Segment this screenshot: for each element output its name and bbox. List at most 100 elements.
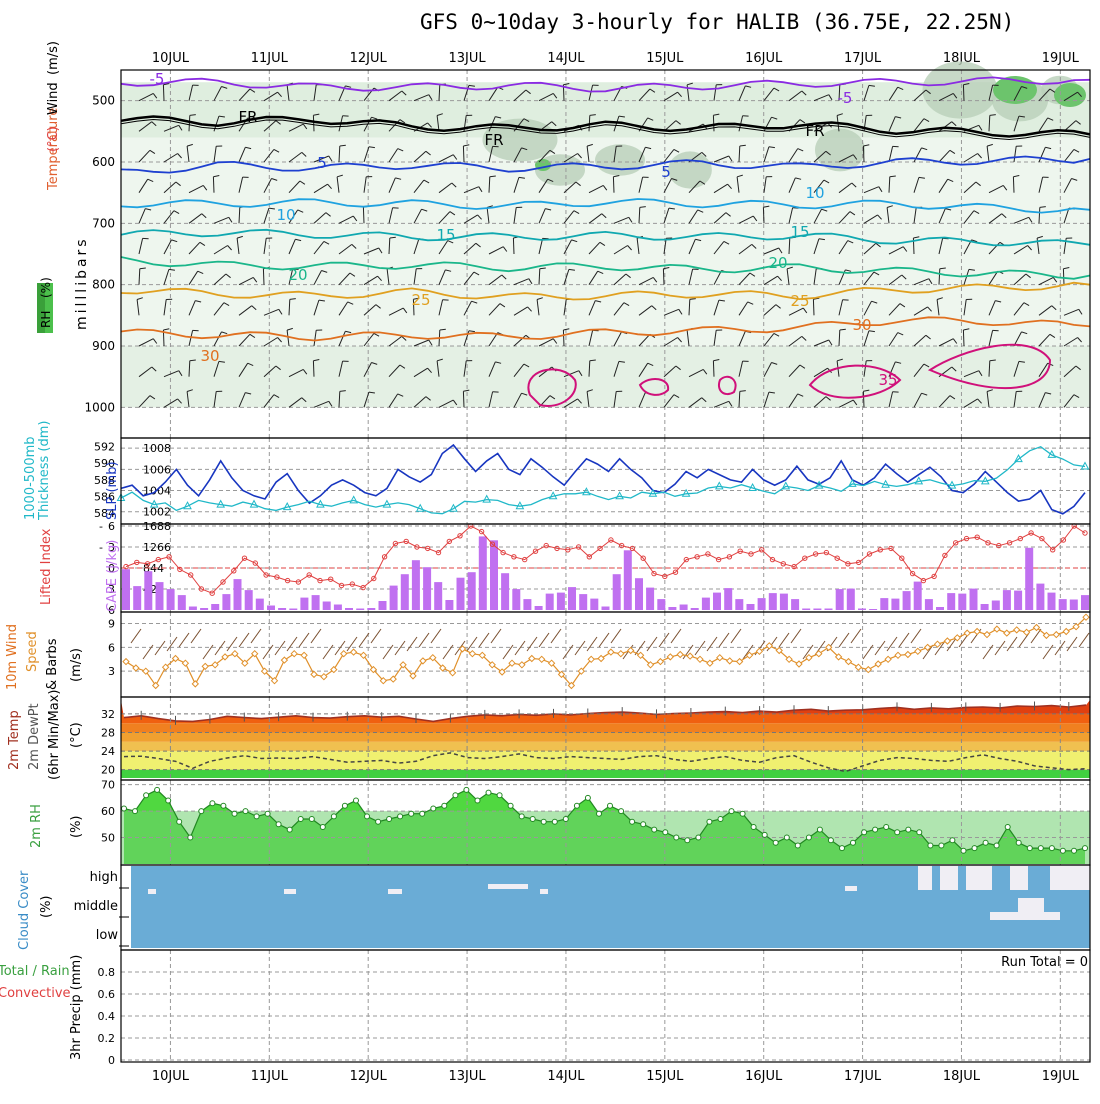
cloud-gap-mid: [1018, 898, 1044, 912]
wind10m-marker: [192, 681, 198, 687]
rh-marker: [188, 835, 193, 840]
rh-marker: [685, 838, 690, 843]
isotherm-label: 25: [790, 292, 809, 310]
rh-marker: [420, 811, 425, 816]
wind10m-barb: [227, 637, 237, 651]
rh-marker: [630, 819, 635, 824]
cloud-gap: [845, 886, 857, 891]
wind10m-marker: [846, 659, 852, 665]
cape-bar: [401, 574, 409, 610]
isotherm-label: FR: [805, 122, 824, 140]
wind-label: Wind: [46, 82, 61, 115]
wind-barb: [313, 361, 314, 377]
cloud-gap: [540, 889, 548, 894]
wind10m-marker: [519, 662, 525, 668]
wind10m-marker: [667, 654, 673, 660]
cape-bar: [602, 607, 610, 611]
thickness-marker: [716, 482, 723, 489]
isotherm-label: -5: [150, 70, 165, 88]
cape-bar: [278, 608, 286, 610]
date-label-bottom: 16JUL: [745, 1069, 783, 1084]
cape-bar: [445, 600, 453, 610]
cape-bar: [769, 593, 777, 610]
ytick-label: 1000: [84, 400, 115, 414]
cape-bar: [568, 587, 576, 610]
cape-bar: [546, 594, 554, 610]
cape-bar: [267, 606, 275, 611]
wind10m-marker: [915, 648, 921, 654]
cape-bar: [1048, 593, 1056, 610]
rh-unit: (%): [39, 277, 53, 298]
cape-bar: [1025, 548, 1033, 610]
rh-marker: [486, 790, 491, 795]
cape-bar: [211, 604, 219, 610]
wind10m-marker: [727, 658, 733, 664]
wind-barb: [863, 146, 864, 162]
cape-bar: [590, 599, 598, 610]
cape-bar: [167, 589, 175, 610]
date-label-bottom: 19JUL: [1042, 1069, 1080, 1084]
wind10m-marker: [935, 641, 941, 647]
rh-marker: [1060, 848, 1065, 853]
rh-marker: [795, 843, 800, 848]
cape-bar: [1036, 584, 1044, 610]
isotherm-label: 15: [790, 223, 809, 241]
rh-marker: [585, 795, 590, 800]
wind10m-marker: [351, 649, 357, 655]
rh-marker: [696, 835, 701, 840]
cape-bar: [825, 609, 833, 611]
wind10m-marker: [281, 657, 287, 663]
wind10m-barb: [467, 637, 477, 651]
rh-marker: [453, 793, 458, 798]
rh-marker: [541, 819, 546, 824]
cape-bar: [334, 605, 342, 611]
cloud-gap: [284, 889, 296, 894]
rh-marker: [354, 798, 359, 803]
wind10m-barb: [179, 633, 189, 647]
wind-barb: [763, 207, 764, 223]
li-line: [126, 526, 1085, 593]
wind10m-marker: [1014, 627, 1020, 633]
rh-marker: [1072, 848, 1077, 853]
wind10m-marker: [895, 652, 901, 658]
wind10m-barb: [311, 629, 321, 643]
ytick-label: 500: [92, 94, 115, 108]
wind10m-barb: [731, 629, 741, 643]
slp-tick-label: 1008: [143, 442, 171, 455]
cape-bar: [356, 609, 364, 611]
wind10m-barb: [1079, 633, 1089, 647]
cape-bar: [657, 599, 665, 610]
cape-bar: [992, 601, 1000, 611]
temp-tick-label: 32: [101, 708, 115, 721]
cape-bar: [144, 571, 152, 610]
rh-marker: [1027, 846, 1032, 851]
thickness-tick-label: 592: [94, 441, 115, 454]
date-label-bottom: 13JUL: [449, 1069, 487, 1084]
date-label-top: 19JUL: [1042, 51, 1080, 66]
wind10m-marker: [964, 630, 970, 636]
rh2m-label: 2m RH: [29, 804, 44, 848]
wind10m-marker: [1024, 629, 1030, 635]
wind-barb-flag: [940, 268, 946, 269]
wind10m-marker: [984, 632, 990, 638]
rh-marker: [784, 835, 789, 840]
wind10m-marker: [865, 667, 871, 673]
ytick-label: 600: [92, 155, 115, 169]
rh-marker: [950, 838, 955, 843]
ytick-label: 700: [92, 216, 115, 230]
wind10m-barb: [167, 637, 177, 651]
rh-marker: [342, 803, 347, 808]
ytick-label: 800: [92, 278, 115, 292]
wind10m-barb: [851, 629, 861, 643]
millibars-label: milllibars: [74, 236, 90, 330]
wind-barb-flag: [890, 176, 896, 177]
cloud-gap: [1010, 866, 1028, 890]
rh-marker: [442, 803, 447, 808]
rh-marker: [773, 840, 778, 845]
cloud-cover-label: Cloud Cover: [17, 870, 32, 950]
wind10m-marker: [875, 661, 881, 667]
wind-barb: [363, 207, 364, 223]
cape-bar: [747, 604, 755, 610]
wind10m-barb: [887, 637, 897, 651]
wind-barb-flag: [740, 145, 746, 146]
